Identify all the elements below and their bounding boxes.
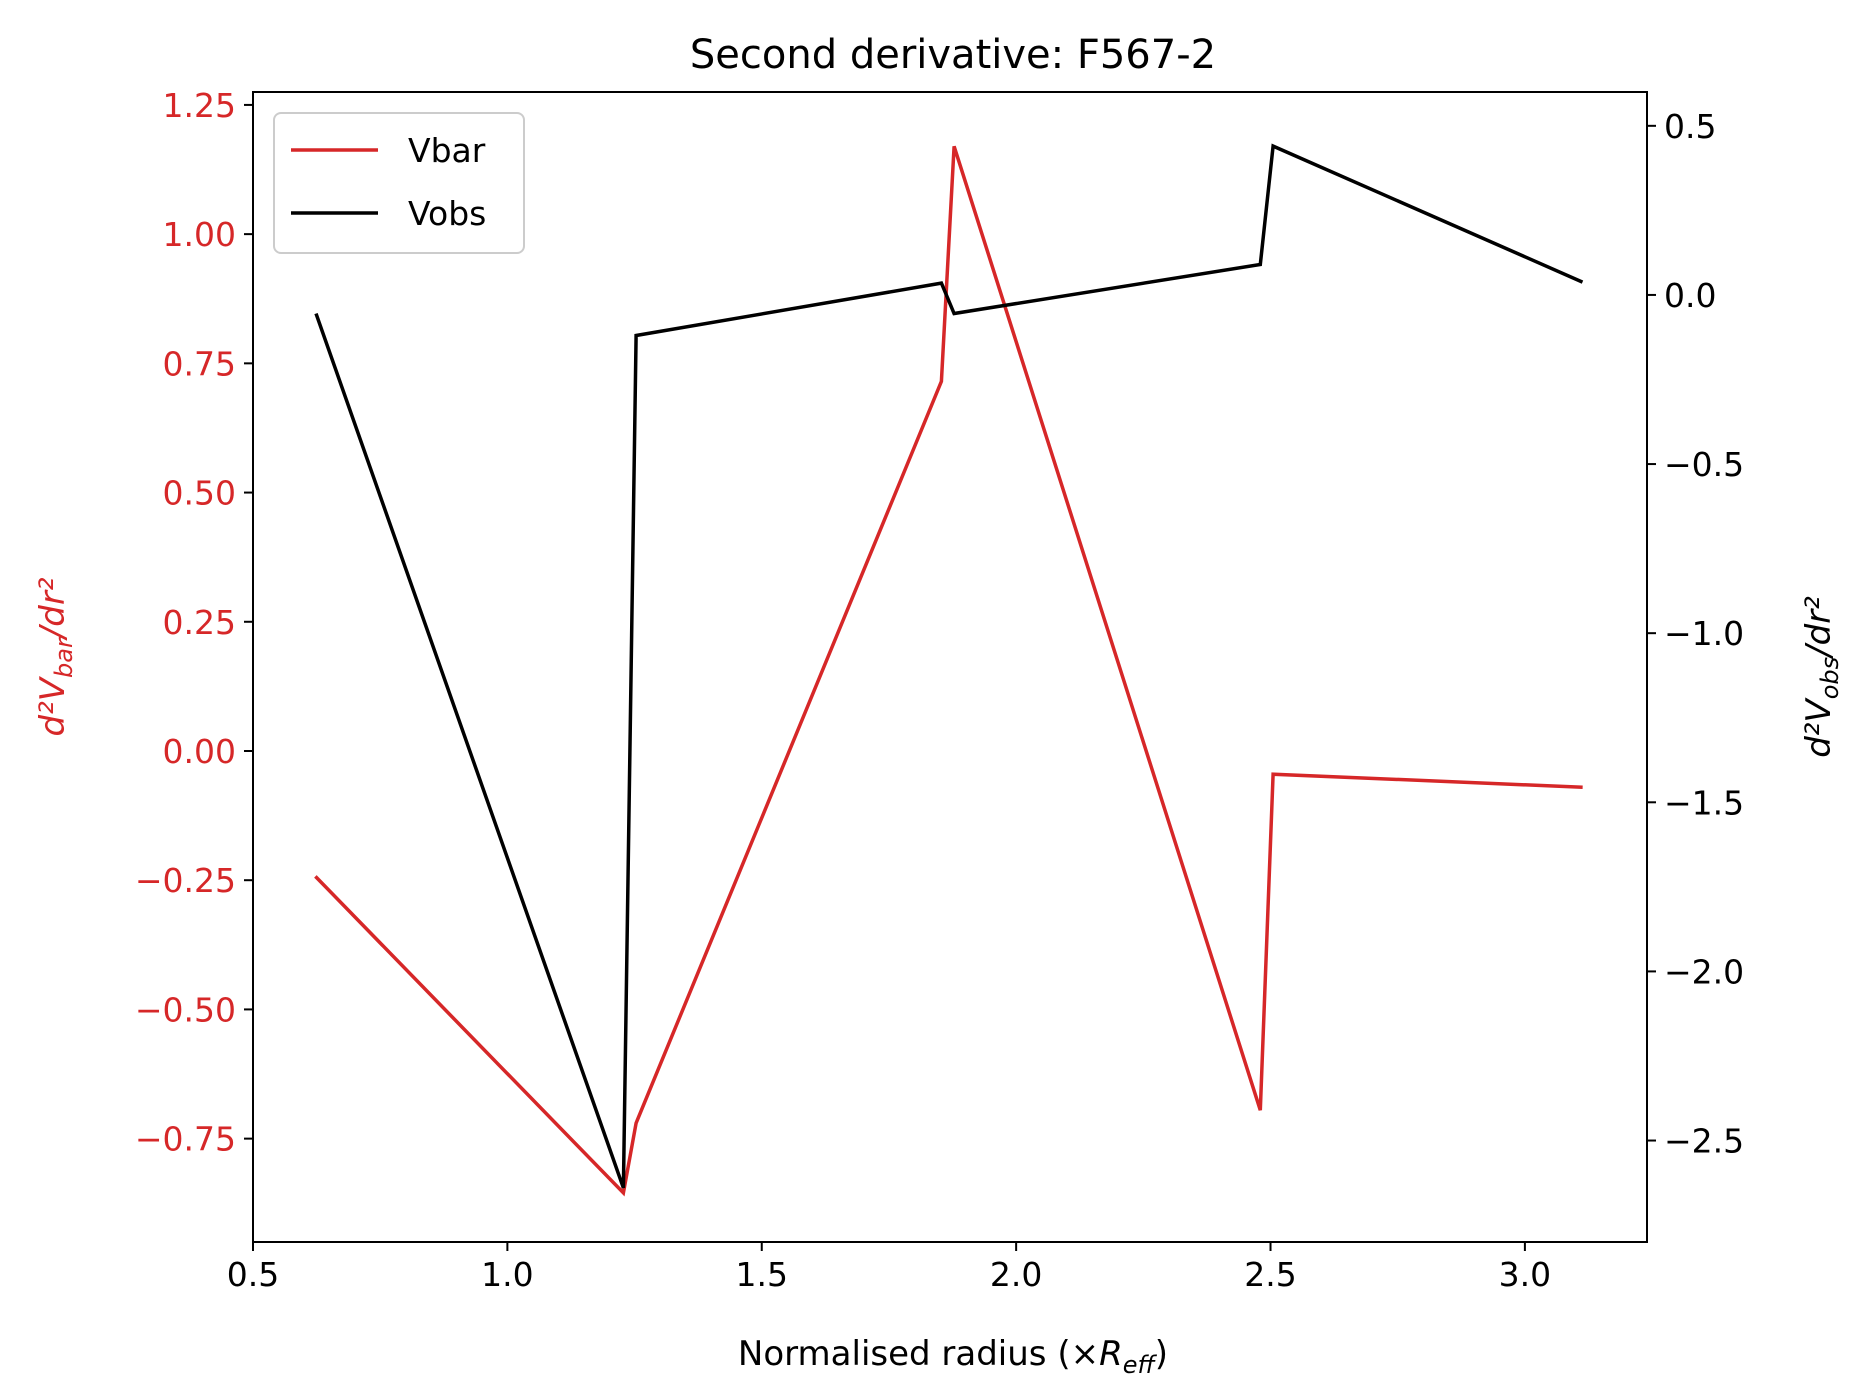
x-tick-label: 1.5 [736, 1255, 788, 1294]
series-line-vobs [314, 143, 1584, 1189]
y-left-tick-label: −0.25 [135, 861, 236, 900]
y-right-tick-label: −0.5 [1664, 445, 1744, 484]
y-left-tick-label: 0.50 [163, 474, 236, 513]
y-left-tick-label: 1.00 [163, 215, 236, 254]
x-axis: 0.5 1.0 1.5 2.0 2.5 3.0 [227, 1242, 1551, 1294]
legend-box [273, 112, 525, 254]
y-right-tick-label: 0.0 [1664, 276, 1716, 315]
x-tick-label: 2.0 [990, 1255, 1042, 1294]
y-right-tick-label: −2.5 [1664, 1122, 1744, 1161]
y-left-tick-label: 1.25 [163, 86, 236, 125]
legend-label-vobs: Vobs [408, 194, 486, 233]
legend: Vbar Vobs [273, 112, 525, 254]
x-tick-label: 0.5 [227, 1255, 279, 1294]
y-right-tick-label: −2.0 [1664, 952, 1744, 991]
x-tick-label: 3.0 [1499, 1255, 1551, 1294]
x-tick-label: 2.5 [1244, 1255, 1296, 1294]
y-axis-left-label: d²Vbar/dr² [33, 577, 78, 736]
x-axis-label: Normalised radius (×Reff) [738, 1334, 1168, 1379]
y-left-tick-label: 0.75 [163, 344, 236, 383]
chart-title: Second derivative: F567-2 [690, 32, 1216, 78]
y-right-tick-label: −1.0 [1664, 614, 1744, 653]
y-axis-left: −0.75 −0.50 −0.25 0.00 0.25 0.50 0.75 1.00 1.25 [135, 86, 253, 1159]
series-line-vbar [314, 145, 1583, 1197]
y-right-tick-label: −1.5 [1664, 783, 1744, 822]
plot-frame [252, 91, 1648, 1243]
y-left-tick-label: −0.50 [135, 990, 236, 1029]
legend-label-vbar: Vbar [408, 131, 486, 170]
y-axis-right: −2.5 −2.0 −1.5 −1.0 −0.5 0.0 0.5 [1647, 107, 1744, 1161]
y-right-tick-label: 0.5 [1664, 107, 1716, 146]
x-tick-label: 1.0 [481, 1255, 533, 1294]
y-left-tick-label: 0.25 [163, 603, 236, 642]
plot-area [314, 143, 1584, 1197]
y-left-tick-label: −0.75 [135, 1120, 236, 1159]
y-left-tick-label: 0.00 [163, 732, 236, 771]
y-axis-right-label: d²Vobs/dr² [1799, 596, 1844, 758]
